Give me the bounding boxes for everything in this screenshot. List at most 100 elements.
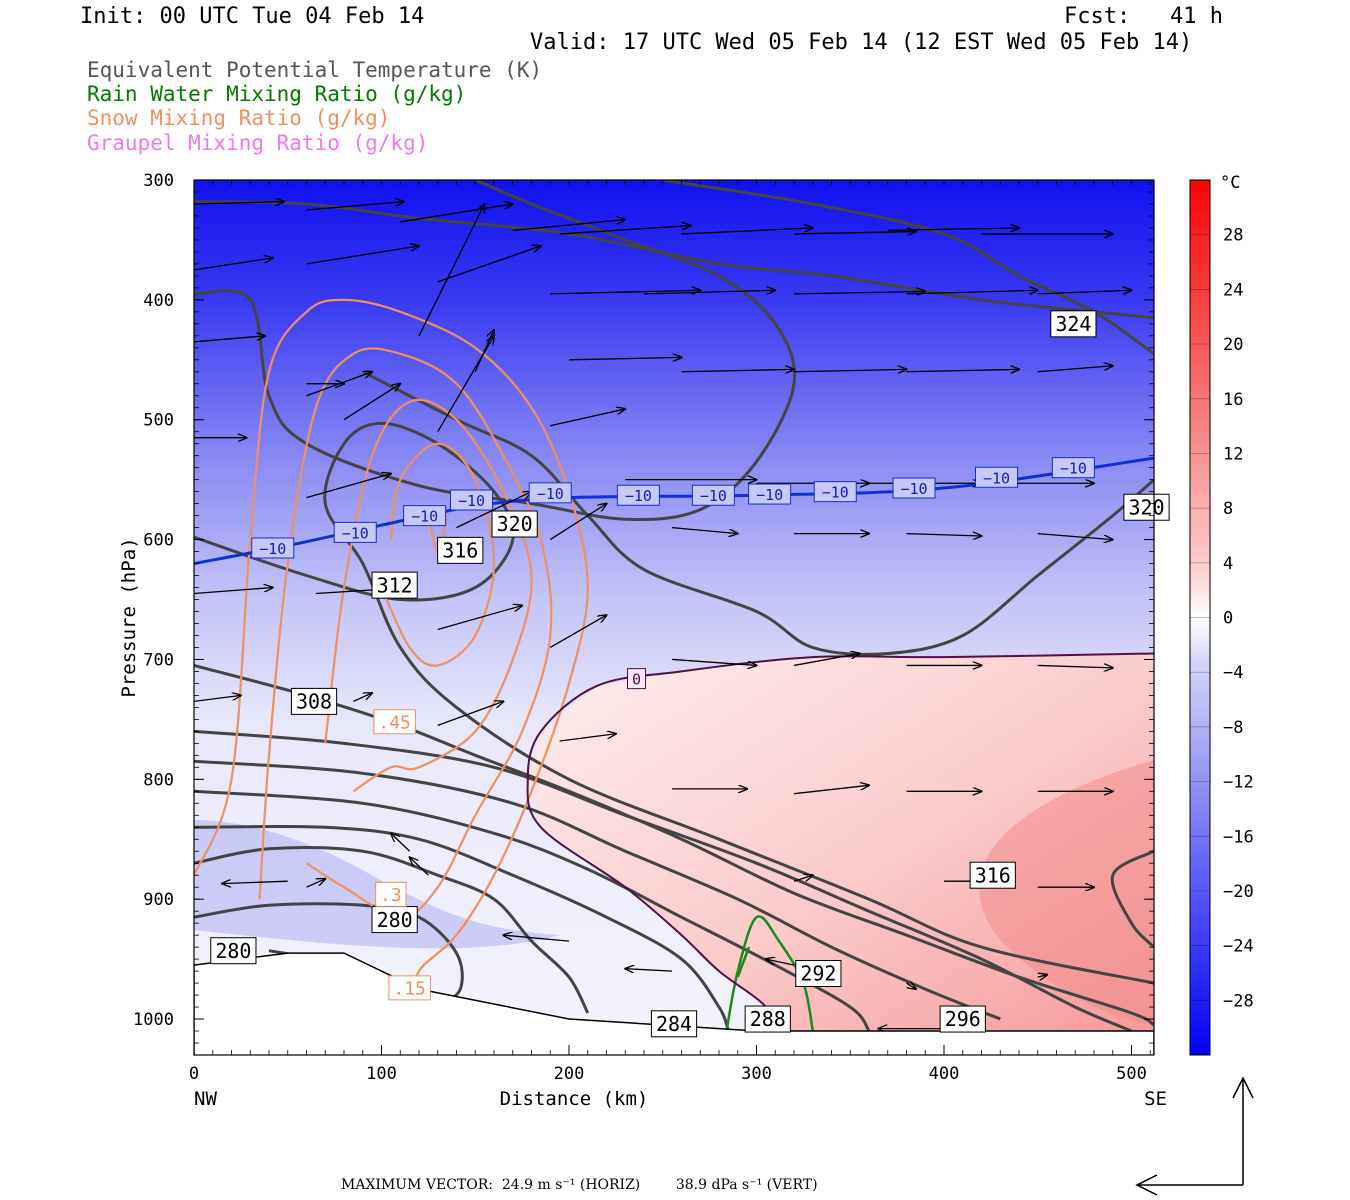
colorbar-tick-label: 28 (1223, 226, 1243, 246)
wind-vector (568, 357, 682, 359)
zero-label: 0 (632, 671, 641, 689)
freezing-line (526, 652, 1154, 1032)
theta-e-contour (194, 789, 871, 1032)
wind-vector (194, 202, 284, 204)
theta-e-label: 292 (800, 962, 836, 986)
x-tick-label: 500 (1116, 1064, 1147, 1084)
minus10-label: −10 (259, 540, 286, 558)
wind-vector (887, 228, 1019, 230)
wind-vector (512, 220, 626, 231)
theta-e-label: 280 (377, 908, 413, 932)
wind-vector (437, 701, 504, 726)
theta-e-label-box (744, 1005, 791, 1033)
y-tick-label: 1000 (133, 1010, 174, 1030)
colorbar-tick-label: 16 (1223, 390, 1243, 410)
wind-vector (793, 232, 916, 234)
wind-vector (625, 969, 673, 971)
theta-e-contour (194, 846, 590, 1014)
minus10-label: −10 (756, 486, 783, 504)
wind-vector (793, 785, 869, 795)
wind-vector (353, 693, 372, 702)
snow-label: .3 (380, 885, 402, 906)
colorbar-unit: °C (1220, 173, 1240, 193)
minus10-label: −10 (983, 469, 1010, 487)
wind-vector (906, 534, 982, 536)
wind-vector (549, 504, 606, 541)
minus10-label-box (403, 505, 447, 527)
theta-e-label: 284 (656, 1012, 692, 1036)
theta-e-label: 280 (215, 939, 251, 963)
theta-e-contour (194, 729, 1133, 1033)
warm-shading (527, 653, 1154, 1055)
theta-e-label: 312 (377, 573, 413, 597)
theta-e-label-box (650, 1010, 698, 1038)
y-tick-label: 800 (143, 770, 174, 790)
colorbar-tick-label: 4 (1223, 554, 1233, 574)
theta-e-label-box (1123, 493, 1170, 521)
wind-vector (1038, 975, 1047, 977)
snow-label-box (388, 975, 431, 1001)
x-tick-label: 400 (929, 1064, 960, 1084)
wind-vector (306, 879, 326, 888)
theta-e-label-box (969, 861, 1016, 889)
theta-e-label-box (1050, 310, 1097, 338)
theta-e-contour (1110, 849, 1154, 949)
legend-snow: Snow Mixing Ratio (g/kg) (87, 106, 391, 130)
x-tick-label: 0 (189, 1064, 199, 1084)
wind-vector (194, 588, 273, 595)
theta-e-label-box (290, 687, 338, 715)
wind-vector (418, 204, 485, 337)
y-axis-label: Pressure (hPa) (118, 537, 140, 697)
colorbar-tick-label: −8 (1223, 718, 1243, 738)
y-tick-label: 900 (143, 890, 174, 910)
wind-vector (306, 246, 420, 265)
snow-contour (194, 298, 589, 1008)
snow-contour (380, 442, 496, 667)
wind-vectors (194, 202, 1132, 1029)
x-tick-label: 200 (554, 1064, 585, 1084)
x-axis-label: Distance (km) (500, 1088, 649, 1110)
wind-vector (437, 246, 541, 283)
wind-vector (503, 935, 570, 942)
wind-vector (1037, 290, 1132, 294)
wind-vector (559, 226, 691, 235)
minus10-label-box (450, 489, 493, 511)
colorbar-tick-label: 20 (1223, 335, 1243, 355)
axes: 0 100 200 300 400 500 300 400 500 600 700 800 900 100… (118, 171, 1167, 1110)
theta-e-contour (194, 180, 797, 521)
legend-graupel: Graupel Mixing Ratio (g/kg) (87, 131, 429, 155)
snow-contour (324, 398, 533, 793)
zero-label-box (627, 668, 646, 690)
snow-label-box (373, 709, 416, 735)
minus10-label-box (748, 483, 792, 505)
minus10-label: −10 (700, 487, 727, 505)
colorbar-tick-label: −16 (1223, 827, 1254, 847)
colorbar-tick-label: −12 (1223, 773, 1254, 793)
theta-e-label-box (371, 571, 418, 599)
wind-vector (793, 291, 925, 293)
wind-vector (672, 526, 738, 534)
minus10-label-box (251, 537, 295, 559)
wind-vector (1037, 665, 1113, 667)
theta-e-contour (362, 370, 1154, 656)
minus10-label: −10 (822, 484, 849, 502)
wind-vector (906, 290, 1038, 295)
colorbar-tick-label: −24 (1223, 937, 1254, 957)
wind-vector (559, 734, 616, 742)
minus10-label-box (616, 484, 660, 506)
minus10-label: −10 (625, 487, 652, 505)
theta-e-label-box (491, 510, 538, 538)
y-tick-label: 300 (143, 171, 174, 191)
theta-e-label-box (939, 1005, 986, 1033)
theta-e-label-box (795, 959, 842, 987)
wind-vector (194, 258, 273, 271)
theta-e-label: 308 (296, 690, 332, 714)
wind-vector (793, 875, 813, 882)
wind-vector (222, 881, 288, 883)
snow-label: .45 (378, 712, 411, 733)
y-tick-label: 500 (143, 411, 174, 431)
wind-vector (391, 833, 411, 852)
wind-vector (474, 330, 494, 373)
colorbar (1189, 179, 1211, 1056)
